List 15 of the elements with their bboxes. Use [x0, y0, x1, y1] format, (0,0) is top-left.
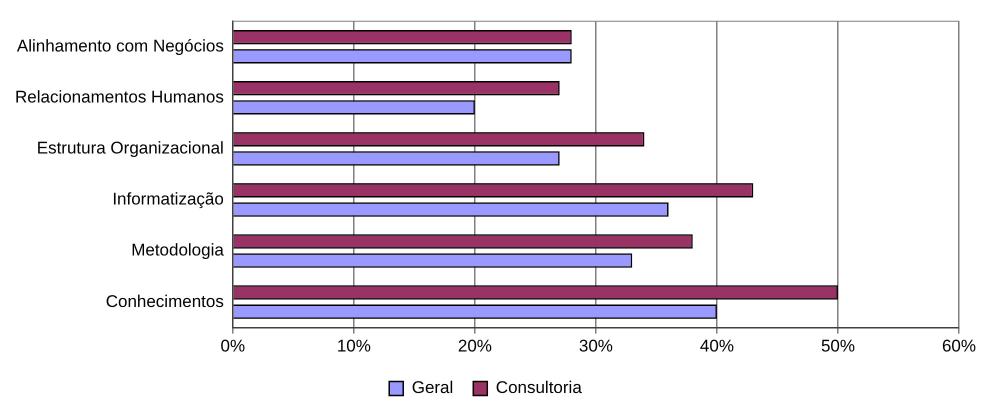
y-tick-label: Relacionamentos Humanos — [14, 87, 224, 106]
legend-label: Geral — [412, 378, 454, 398]
x-tick-label: 40% — [700, 336, 734, 356]
y-tick-label: Alinhamento com Negócios — [16, 36, 224, 56]
x-tick-label: 20% — [458, 336, 492, 356]
legend-label: Consultoria — [496, 378, 582, 398]
y-tick-label: Metodologia — [131, 240, 224, 260]
x-tick-label: 60% — [942, 336, 976, 356]
x-tick-label: 30% — [578, 336, 613, 356]
y-tick-label: Conhecimentos — [106, 292, 224, 311]
x-tick-label: 10% — [336, 336, 371, 356]
x-tick-label: 0% — [220, 336, 246, 356]
x-tick-label: 50% — [820, 336, 855, 356]
y-tick-label: Informatização — [112, 190, 224, 209]
y-tick-label: Estrutura Organizacional — [36, 138, 224, 158]
